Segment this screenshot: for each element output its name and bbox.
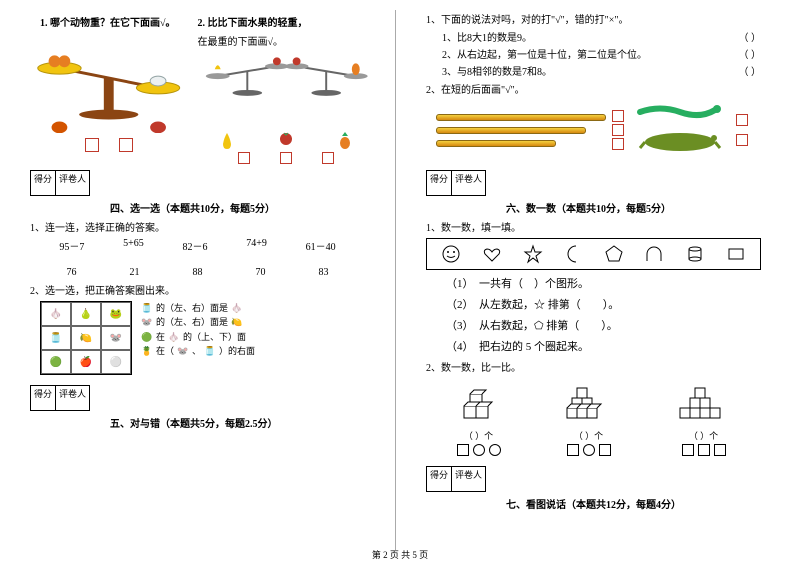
section-5-title: 五、对与错（本题共5分，每题2.5分） [110,415,385,430]
balance-scale-1 [20,33,198,133]
score-box: 得分 评卷人 [426,170,486,196]
answer-box[interactable] [682,444,694,456]
icon-grid: 🧄🍐🐸 🫙🍋🐭 🟢🍎⚪ [40,301,132,375]
score-label: 得分 [427,467,452,491]
bar [436,127,586,134]
grid-cell: 🟢 [41,350,71,374]
cube-group: （ ）个 [454,386,504,456]
section-7-title: 七、看图说话（本题共12分，每题4分） [506,496,781,511]
cylinder-icon [685,244,705,264]
match-row-bottom: 76 21 88 70 83 [40,267,355,278]
section-6-title: 六、数一数（本题共10分，每题5分） [506,200,781,215]
heart-icon [482,244,502,264]
r-q1: 1、下面的说法对吗，对的打"√"，错的打"×"。 [426,11,781,26]
checkbox[interactable] [612,138,624,150]
balance-scale-2 [198,51,376,121]
bar [436,140,556,147]
answer-box[interactable] [489,444,501,456]
cubes-area: （ ）个 （ ）个 （ ）个 [426,378,761,456]
checkbox[interactable] [736,114,748,126]
pineapple-icon [337,130,353,150]
bar [436,114,606,121]
cube-group: （ ）个 [559,378,619,456]
score-label: 得分 [31,386,56,410]
grid-cell: 🍎 [71,350,101,374]
page-footer: 第 2 页 共 5 页 [0,548,800,561]
cubes-icon [559,378,619,426]
answer-box[interactable] [583,444,595,456]
s6-q1: 1、数一数，填一填。 [426,219,781,234]
checkbox[interactable] [119,138,133,152]
s6-q2: 2、数一数，比一比。 [426,359,781,374]
checkbox[interactable] [736,134,748,146]
s4-q2: 2、选一选，把正确答案圈出来。 [30,282,385,297]
tomato-icon [278,130,294,146]
cube-group: （ ）个 [674,378,734,456]
checkbox[interactable] [612,124,624,136]
score-box: 得分 评卷人 [426,466,486,492]
grader-label: 评卷人 [452,171,485,195]
grid-cell: 🫙 [41,326,71,350]
arch-icon [644,244,664,264]
tf-item: 3、与8相邻的数是7和8。（ ） [442,63,761,78]
score-label: 得分 [427,171,452,195]
score-label: 得分 [31,171,56,195]
checkbox[interactable] [238,152,250,164]
count-line: （4） 把右边的 5 个圈起来。 [446,338,781,354]
q1-title: 1. 哪个动物重？在它下面画√。 [40,14,198,29]
score-box: 得分 评卷人 [30,385,90,411]
right-column: 1、下面的说法对吗，对的打"√"，错的打"×"。 1、比8大1的数是9。（ ） … [396,0,791,565]
count-line: （1） 一共有（ ）个图形。 [446,275,781,291]
animals-icon [630,100,730,160]
grid-statements: 🫙的（左、右）面是🧄 🐭的（左、右）面是🍋 🟢在🧄的（上、下）面 🍍在（🐭、🫙）… [140,301,255,359]
q2-sub: 在最重的下面画√。 [198,33,376,48]
tf-item: 2、从右边起，第一位是十位，第二位是个位。（ ） [442,46,761,61]
checkbox[interactable] [280,152,292,164]
smile-icon [441,244,461,264]
answer-box[interactable] [599,444,611,456]
answer-box[interactable] [714,444,726,456]
rect-icon [726,244,746,264]
s4-q1: 1、连一连，选择正确的答案。 [30,219,385,234]
cubes-icon [674,378,734,426]
checkbox[interactable] [612,110,624,122]
grid-cell: 🍐 [71,302,101,326]
match-row-top: 95－7 5+65 82－6 74+9 61－40 [40,238,355,253]
grid-cell: 🧄 [41,302,71,326]
tf-item: 1、比8大1的数是9。（ ） [442,29,761,44]
grid-cell: 🐭 [101,326,131,350]
bars-and-animals [436,100,781,160]
pentagon-icon [604,244,624,264]
star-icon [523,244,543,264]
r-q2: 2、在短的后面画"√"。 [426,81,781,96]
answer-box[interactable] [567,444,579,456]
answer-box[interactable] [457,444,469,456]
moon-icon [563,244,583,264]
cubes-icon [454,386,504,426]
checkbox[interactable] [85,138,99,152]
count-line: （2） 从左数起，☆ 排第（ ）。 [446,296,781,312]
grid-cell: 🍋 [71,326,101,350]
grader-label: 评卷人 [56,386,89,410]
section-4-title: 四、选一选（本题共10分，每题5分） [110,200,385,215]
grid-cell: 🐸 [101,302,131,326]
left-column: 1. 哪个动物重？在它下面画√。 2. 比比下面水果的轻重， 在最重的下面画√。 [0,0,395,565]
score-box: 得分 评卷人 [30,170,90,196]
bars [436,114,606,147]
grid-question: 🧄🍐🐸 🫙🍋🐭 🟢🍎⚪ 🫙的（左、右）面是🧄 🐭的（左、右）面是🍋 🟢在🧄的（上… [40,301,385,375]
grader-label: 评卷人 [452,467,485,491]
count-line: （3） 从右数起，⬠ 排第（ ）。 [446,317,781,333]
checkbox[interactable] [322,152,334,164]
shapes-row [426,238,761,270]
answer-box[interactable] [698,444,710,456]
q2-title: 2. 比比下面水果的轻重， [198,14,376,29]
grader-label: 评卷人 [56,171,89,195]
balance-questions: 1. 哪个动物重？在它下面画√。 2. 比比下面水果的轻重， 在最重的下面画√。 [10,8,385,164]
answer-box[interactable] [473,444,485,456]
pear-icon [219,130,235,150]
grid-cell: ⚪ [101,350,131,374]
